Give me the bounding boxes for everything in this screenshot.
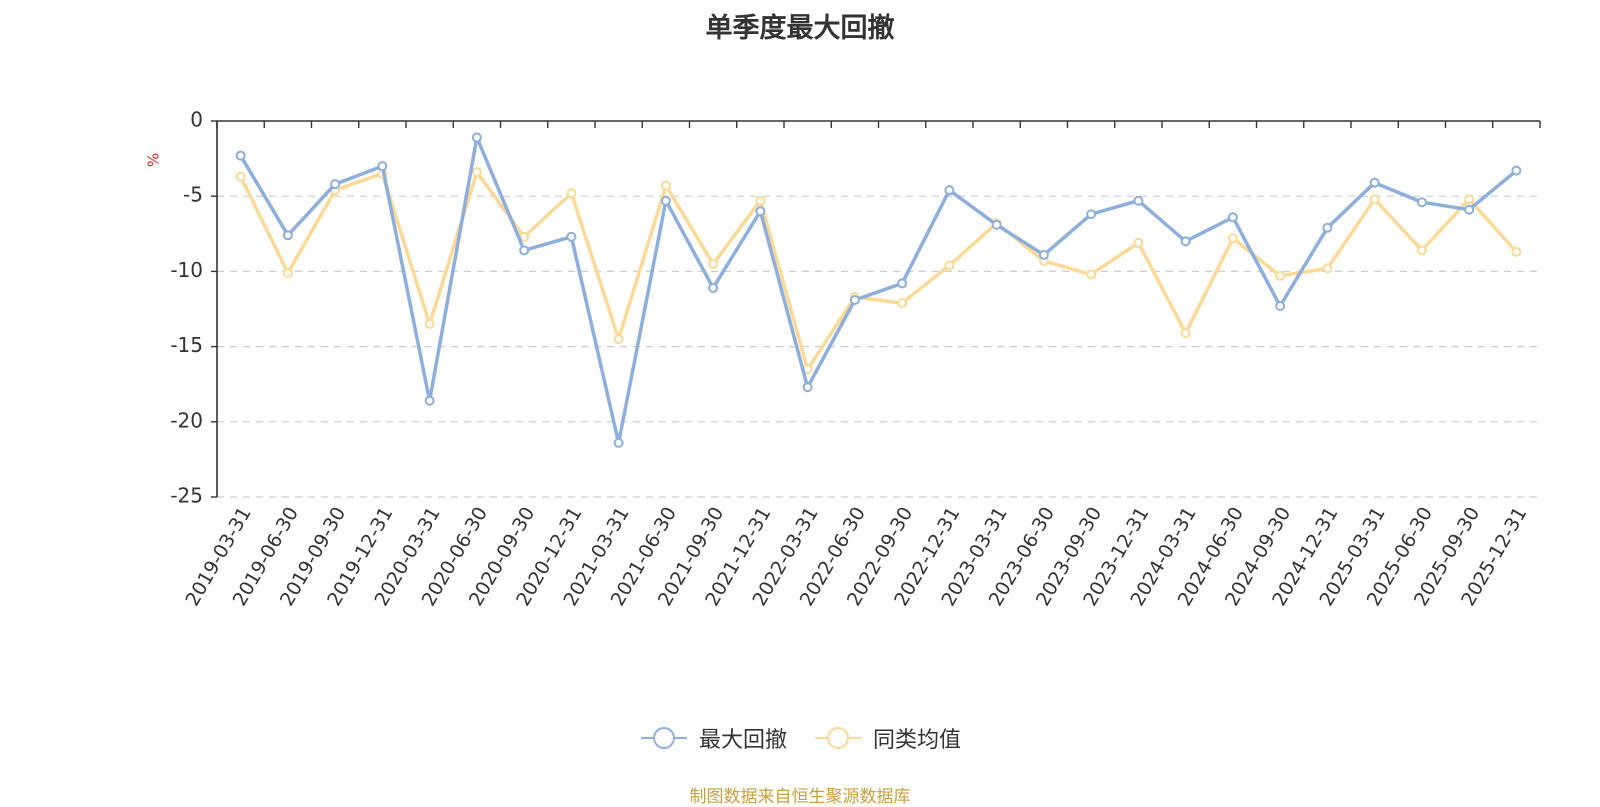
legend-item[interactable]: 最大回撤 [639,722,787,754]
data-point [1227,233,1238,244]
legend-symbol [640,727,687,749]
data-point [282,230,293,241]
source-note: 制图数据来自恒生聚源数据库 [689,787,911,807]
data-point [519,245,530,256]
data-point [330,179,341,190]
legend-item[interactable]: 同类均值 [813,722,961,754]
y-tick-label: -10 [170,258,203,282]
series-layer [235,132,1522,448]
series-line [239,135,1518,445]
data-point [991,219,1002,230]
data-point [377,161,388,172]
data-point [1511,165,1522,176]
data-point [613,334,624,345]
data-point [944,185,955,196]
data-point [849,294,860,305]
data-point [1464,194,1475,205]
data-point [1369,177,1380,188]
data-point [424,395,435,406]
data-point [1511,246,1522,257]
data-point [1086,269,1097,280]
data-point [613,437,624,448]
data-point [802,382,813,393]
data-point [1133,195,1144,206]
legend-label: 同类均值 [873,728,962,753]
data-point [755,206,766,217]
data-point [1322,222,1333,233]
data-point [1275,300,1286,311]
legend-marker [827,727,849,749]
data-point [708,258,719,269]
data-point [566,188,577,199]
data-point [1416,245,1427,256]
legend-marker [652,727,675,749]
data-point [944,260,955,271]
y-tick-label: -5 [183,183,203,207]
data-point [1322,263,1333,274]
data-point [235,150,246,161]
y-axis: 0 -5 -10 -15 -20 -25 [170,108,218,508]
y-tick-label: -20 [170,408,203,432]
data-point [755,195,766,206]
data-point [566,231,577,242]
chart-title: 单季度最大回撤 [705,13,895,44]
y-axis-unit-label: % [145,153,163,167]
data-point [471,167,482,178]
data-point [1038,249,1049,260]
data-point [660,180,671,191]
data-point [1227,212,1238,223]
y-tick-label: -15 [170,333,203,357]
y-tick-label: -25 [170,484,203,508]
data-point [897,278,908,289]
data-point [424,319,435,330]
series-group [235,167,1522,375]
data-point [1180,328,1191,339]
series-line [239,170,1518,371]
data-point [1086,209,1097,220]
data-point [235,171,246,182]
legend-symbol [815,727,861,749]
x-axis: 2019-03-312019-06-302019-09-302019-12-31… [181,120,1541,610]
legend: 最大回撤 同类均值 [0,722,1600,754]
data-point [1180,236,1191,247]
data-point [1464,204,1475,215]
series-group [235,132,1522,448]
gridlines [217,195,1540,498]
data-point [660,195,671,206]
y-tick-label: 0 [190,108,203,132]
data-point [897,297,908,308]
data-point [1275,270,1286,281]
data-point [1369,194,1380,205]
data-point [1416,197,1427,208]
data-point [282,267,293,278]
data-point [1133,237,1144,248]
data-point [471,132,482,143]
legend-label: 最大回撤 [698,728,787,753]
data-point [708,282,719,293]
